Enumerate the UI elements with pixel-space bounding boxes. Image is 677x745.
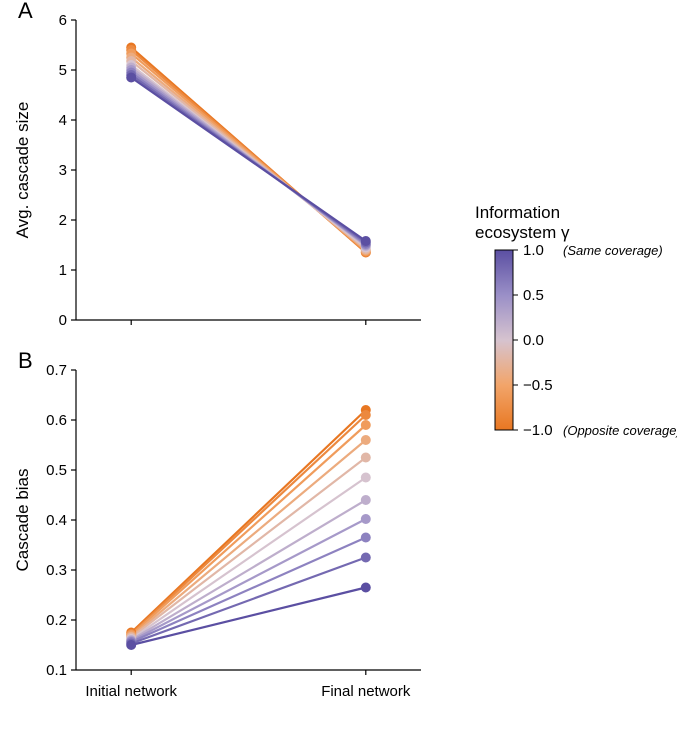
series-marker xyxy=(361,435,371,445)
y-axis-label: Avg. cascade size xyxy=(13,102,32,239)
series-line xyxy=(131,425,366,635)
series-marker xyxy=(361,495,371,505)
series-marker xyxy=(126,640,136,650)
legend-title-line1: Information xyxy=(475,203,560,222)
colorbar-tick-label: −0.5 xyxy=(523,377,553,394)
colorbar-tick-label: 0.5 xyxy=(523,287,544,304)
series-line xyxy=(131,478,366,640)
series-marker xyxy=(361,453,371,463)
series-marker xyxy=(361,514,371,524)
y-tick-label: 0.5 xyxy=(46,462,67,479)
series-line xyxy=(131,78,366,242)
series-marker xyxy=(361,533,371,543)
colorbar xyxy=(495,250,513,430)
panel_B: 0.1 0.2 0.3 0.4 0.5 0.6 0.7 Cascade bias B xyxy=(13,348,421,679)
y-tick-label: 0 xyxy=(59,312,67,329)
y-tick-label: 0.3 xyxy=(46,562,67,579)
y-tick-label: 0.6 xyxy=(46,412,67,429)
x-tick-label: Final network xyxy=(321,683,411,700)
series-marker xyxy=(361,410,371,420)
panel-letter: A xyxy=(18,0,33,23)
series-marker xyxy=(361,553,371,563)
series-marker xyxy=(361,236,371,246)
series-line xyxy=(131,538,366,643)
y-tick-label: 3 xyxy=(59,162,67,179)
y-axis-label: Cascade bias xyxy=(13,468,32,571)
legend: Informationecosystem γ1.0 (Same coverage)… xyxy=(475,203,677,439)
y-tick-label: 5 xyxy=(59,62,67,79)
colorbar-note: (Same coverage) xyxy=(563,243,663,258)
series-marker xyxy=(361,473,371,483)
panel_A: 0 1 2 3 4 5 6 Avg. cascade size A xyxy=(13,0,421,329)
y-tick-label: 6 xyxy=(59,12,67,29)
panel-letter: B xyxy=(18,348,33,373)
series-line xyxy=(131,588,366,646)
figure-root: 0 1 2 3 4 5 6 Avg. cascade size A 0.1 0.2 0.3 0.4 0.5… xyxy=(0,0,677,745)
series-marker xyxy=(361,583,371,593)
series-line xyxy=(131,458,366,638)
y-tick-label: 2 xyxy=(59,212,67,229)
colorbar-tick-label: 1.0 xyxy=(523,242,544,259)
series-marker xyxy=(126,73,136,83)
legend-title-line2: ecosystem γ xyxy=(475,223,570,242)
y-tick-label: 0.2 xyxy=(46,612,67,629)
y-tick-label: 0.4 xyxy=(46,512,67,529)
x-tick-label: Initial network xyxy=(85,683,177,700)
colorbar-tick-label: −1.0 xyxy=(523,422,553,439)
series-marker xyxy=(361,420,371,430)
y-tick-label: 1 xyxy=(59,262,67,279)
y-tick-label: 0.1 xyxy=(46,662,67,679)
colorbar-tick-label: 0.0 xyxy=(523,332,544,349)
figure-svg: 0 1 2 3 4 5 6 Avg. cascade size A 0.1 0.2 0.3 0.4 0.5… xyxy=(0,0,677,745)
y-tick-label: 0.7 xyxy=(46,362,67,379)
colorbar-note: (Opposite coverage) xyxy=(563,423,677,438)
y-tick-label: 4 xyxy=(59,112,67,129)
